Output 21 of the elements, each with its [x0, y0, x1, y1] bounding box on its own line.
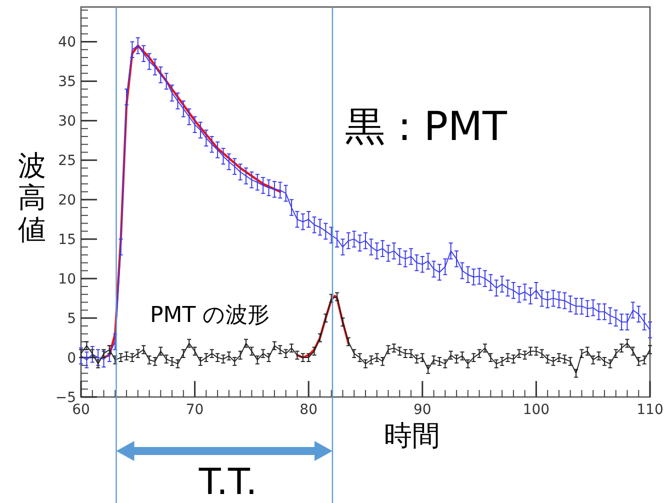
annotation: PMT の波形: [150, 303, 270, 328]
y-axis-title: 波高値: [18, 149, 46, 246]
y-tick-label: 30: [58, 114, 76, 130]
y-tick-label: 40: [58, 34, 76, 51]
y-tick-label: 25: [58, 153, 76, 170]
annotation: 黒 : PMT: [345, 104, 508, 150]
y-tick-label: 15: [58, 232, 76, 248]
y-tick-label: 10: [58, 272, 76, 288]
text: T.T.: [198, 462, 258, 503]
y-tick-label: 0: [67, 350, 76, 367]
x-tick-label: 100: [522, 402, 550, 418]
y-tick-label: 20: [58, 192, 76, 209]
x-tick-label: 80: [300, 402, 318, 418]
x-tick-label: 60: [72, 402, 90, 418]
x-tick-label: 90: [413, 402, 432, 418]
line-series: [80, 296, 650, 374]
y-tick-label: 35: [58, 74, 76, 90]
x-tick-label: 110: [636, 402, 664, 418]
y-tick-label: 5: [67, 311, 76, 328]
x-tick-label: 70: [186, 402, 204, 418]
x-axis-title: 時間: [384, 419, 440, 452]
